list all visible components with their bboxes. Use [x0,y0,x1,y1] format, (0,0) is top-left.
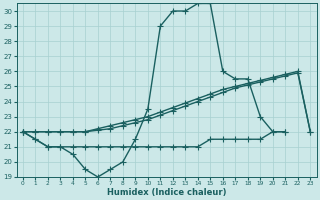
X-axis label: Humidex (Indice chaleur): Humidex (Indice chaleur) [107,188,226,197]
